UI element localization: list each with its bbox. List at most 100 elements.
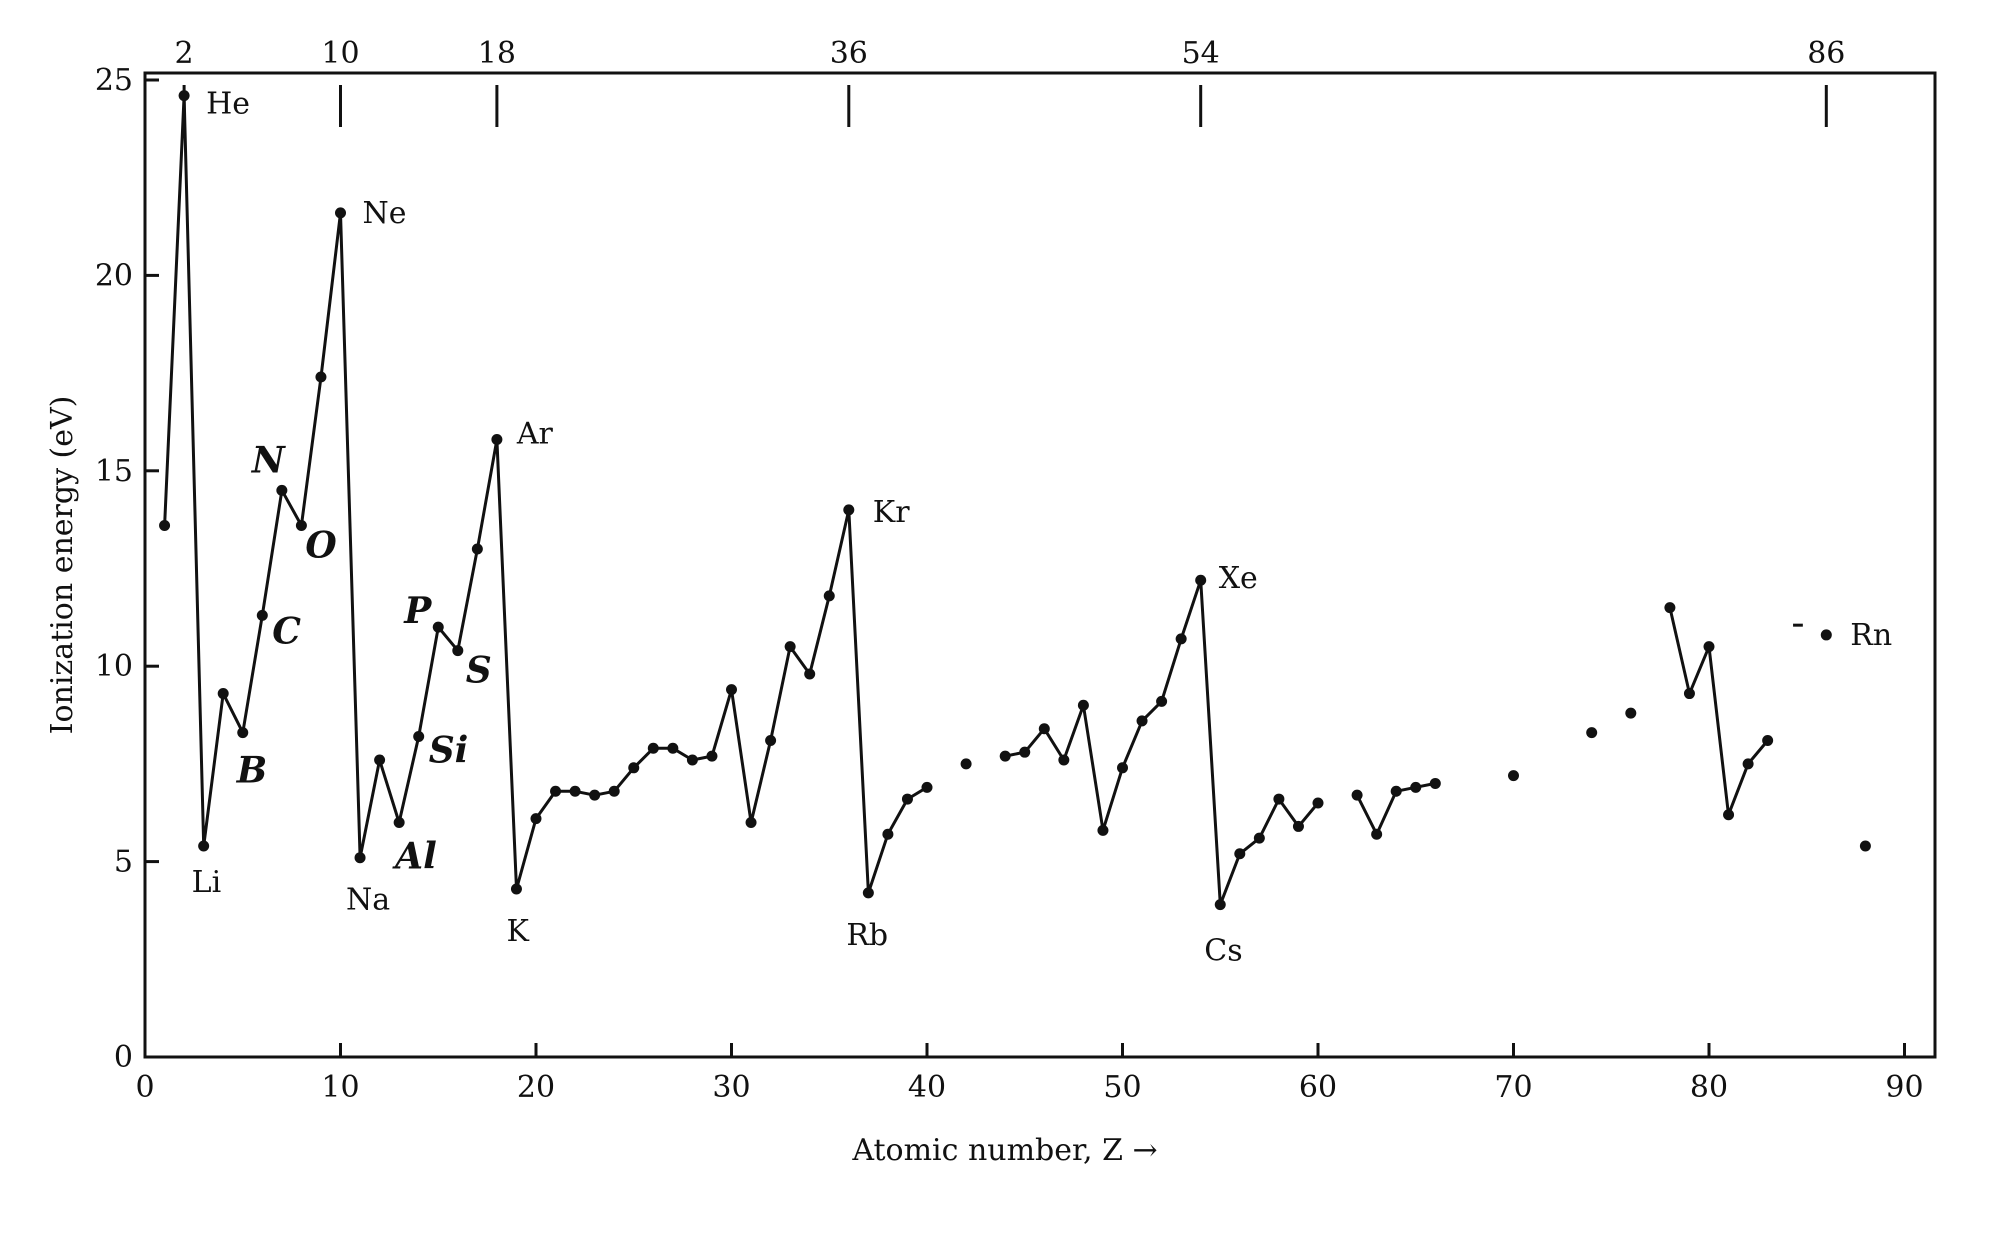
- data-point-z4: [217, 688, 229, 700]
- data-point-z79: [1683, 688, 1695, 700]
- data-point-z50: [1117, 762, 1128, 774]
- x-tick-label: 40: [908, 1070, 946, 1105]
- axes: 0 10 20 30 40 50 60 70 80 90 0 5 10 15 20 25 2 10 18 36 54 86: [95, 36, 1924, 1105]
- handwritten-label-b: B: [236, 750, 267, 792]
- data-point-z39: [901, 793, 913, 805]
- handwritten-label-p: P: [403, 590, 432, 632]
- data-point-z66: [1429, 777, 1441, 789]
- top-tick-label: 86: [1807, 36, 1845, 71]
- data-point-z33: [784, 641, 796, 653]
- data-point-z20: [530, 813, 542, 825]
- data-point-z59: [1292, 820, 1304, 832]
- element-label-k: K: [506, 914, 529, 949]
- data-point-z56: [1234, 848, 1246, 860]
- x-tick-label: 30: [712, 1070, 750, 1105]
- data-point-z17: [471, 543, 483, 555]
- element-label-rb: Rb: [846, 918, 888, 953]
- element-label-li: Li: [192, 865, 222, 900]
- data-point-z32: [765, 734, 777, 746]
- data-point-z55: [1214, 899, 1226, 911]
- data-point-z1: [159, 520, 171, 532]
- element-label-ne: Ne: [363, 196, 407, 231]
- data-point-z19: [510, 883, 522, 895]
- x-axis-title: Atomic number, Z →: [851, 1133, 1157, 1168]
- top-tick-label: 2: [175, 36, 194, 71]
- data-point-z14: [413, 731, 425, 743]
- data-point-z22: [569, 785, 581, 797]
- data-point-z52: [1156, 695, 1168, 707]
- data-point-z25: [628, 762, 640, 774]
- data-point-z64: [1390, 785, 1402, 797]
- y-axis-title: Ionization energy (eV): [45, 396, 80, 735]
- data-point-z81: [1723, 809, 1735, 821]
- handwritten-label-al: Al: [392, 836, 437, 878]
- data-point-z35: [823, 590, 835, 602]
- data-point-z47: [1058, 754, 1070, 766]
- handwritten-label-c: C: [272, 610, 301, 652]
- data-point-z48: [1077, 699, 1089, 711]
- data-point-z18: [491, 434, 503, 446]
- y-tick-label: 0: [114, 1040, 133, 1075]
- data-point-z83: [1762, 734, 1774, 746]
- data-point-z57: [1253, 832, 1265, 844]
- data-point-z34: [804, 668, 816, 680]
- data-point-z36: [843, 504, 855, 516]
- series-line-0: [163, 94, 928, 895]
- data-point-z49: [1097, 824, 1109, 836]
- data-point-z42: [960, 758, 972, 770]
- data-point-z21: [550, 785, 562, 797]
- element-label-kr: Kr: [873, 495, 910, 530]
- data-point-z10: [335, 207, 346, 219]
- data-point-z23: [589, 789, 601, 801]
- handwritten-label-o: O: [305, 525, 337, 567]
- data-point-z82: [1742, 758, 1754, 770]
- top-tick-label: 10: [321, 36, 359, 71]
- data-point-z2: [178, 90, 190, 102]
- handwritten-label-si: Si: [429, 730, 469, 772]
- x-tick-label: 10: [321, 1070, 359, 1105]
- handwritten-label-s: S: [466, 650, 492, 692]
- x-tick-label: 60: [1299, 1070, 1337, 1105]
- top-tick-label: 36: [830, 36, 868, 71]
- data-point-z8: [295, 520, 307, 532]
- x-tick-label: 90: [1885, 1070, 1923, 1105]
- y-tick-label: 15: [95, 454, 133, 489]
- data-point-z13: [393, 817, 405, 829]
- data-point-z76: [1625, 707, 1637, 719]
- data-point-z65: [1410, 781, 1422, 793]
- data-point-z16: [452, 645, 464, 657]
- x-tick-label: 50: [1103, 1070, 1141, 1105]
- data-point-z62: [1351, 789, 1363, 801]
- data-point-z86: [1820, 629, 1832, 641]
- handwritten-label-n: N: [251, 439, 287, 481]
- data-point-z60: [1312, 797, 1324, 809]
- top-tick-label: 18: [478, 36, 516, 71]
- data-point-z53: [1175, 633, 1187, 645]
- element-label-cs: Cs: [1204, 934, 1242, 969]
- data-point-z54: [1195, 574, 1207, 586]
- x-tick-label: 80: [1690, 1070, 1728, 1105]
- data-point-z37: [862, 887, 874, 899]
- element-labels: He Li Ne Na Ar K Kr Rb Xe Cs Rn N O C B PS Si Al: [192, 87, 1893, 969]
- y-tick-label: 5: [114, 845, 133, 880]
- data-point-z51: [1136, 715, 1148, 727]
- data-point-z3: [198, 840, 210, 852]
- data-points: [159, 90, 1871, 911]
- data-point-z12: [374, 754, 386, 766]
- element-label-na: Na: [346, 883, 390, 918]
- data-point-z7: [276, 484, 288, 496]
- data-point-z38: [882, 828, 894, 840]
- data-point-z74: [1586, 727, 1598, 739]
- series-line-7: [1668, 607, 1769, 817]
- x-tick-label: 20: [517, 1070, 555, 1105]
- data-point-z29: [706, 750, 718, 762]
- data-point-z88: [1859, 840, 1871, 852]
- data-point-z80: [1703, 641, 1715, 653]
- data-point-z70: [1508, 770, 1519, 782]
- y-tick-label: 10: [95, 649, 133, 684]
- data-point-z6: [256, 609, 268, 621]
- series-lines: [163, 94, 1803, 907]
- data-point-z63: [1371, 828, 1383, 840]
- element-label-he: He: [206, 87, 250, 122]
